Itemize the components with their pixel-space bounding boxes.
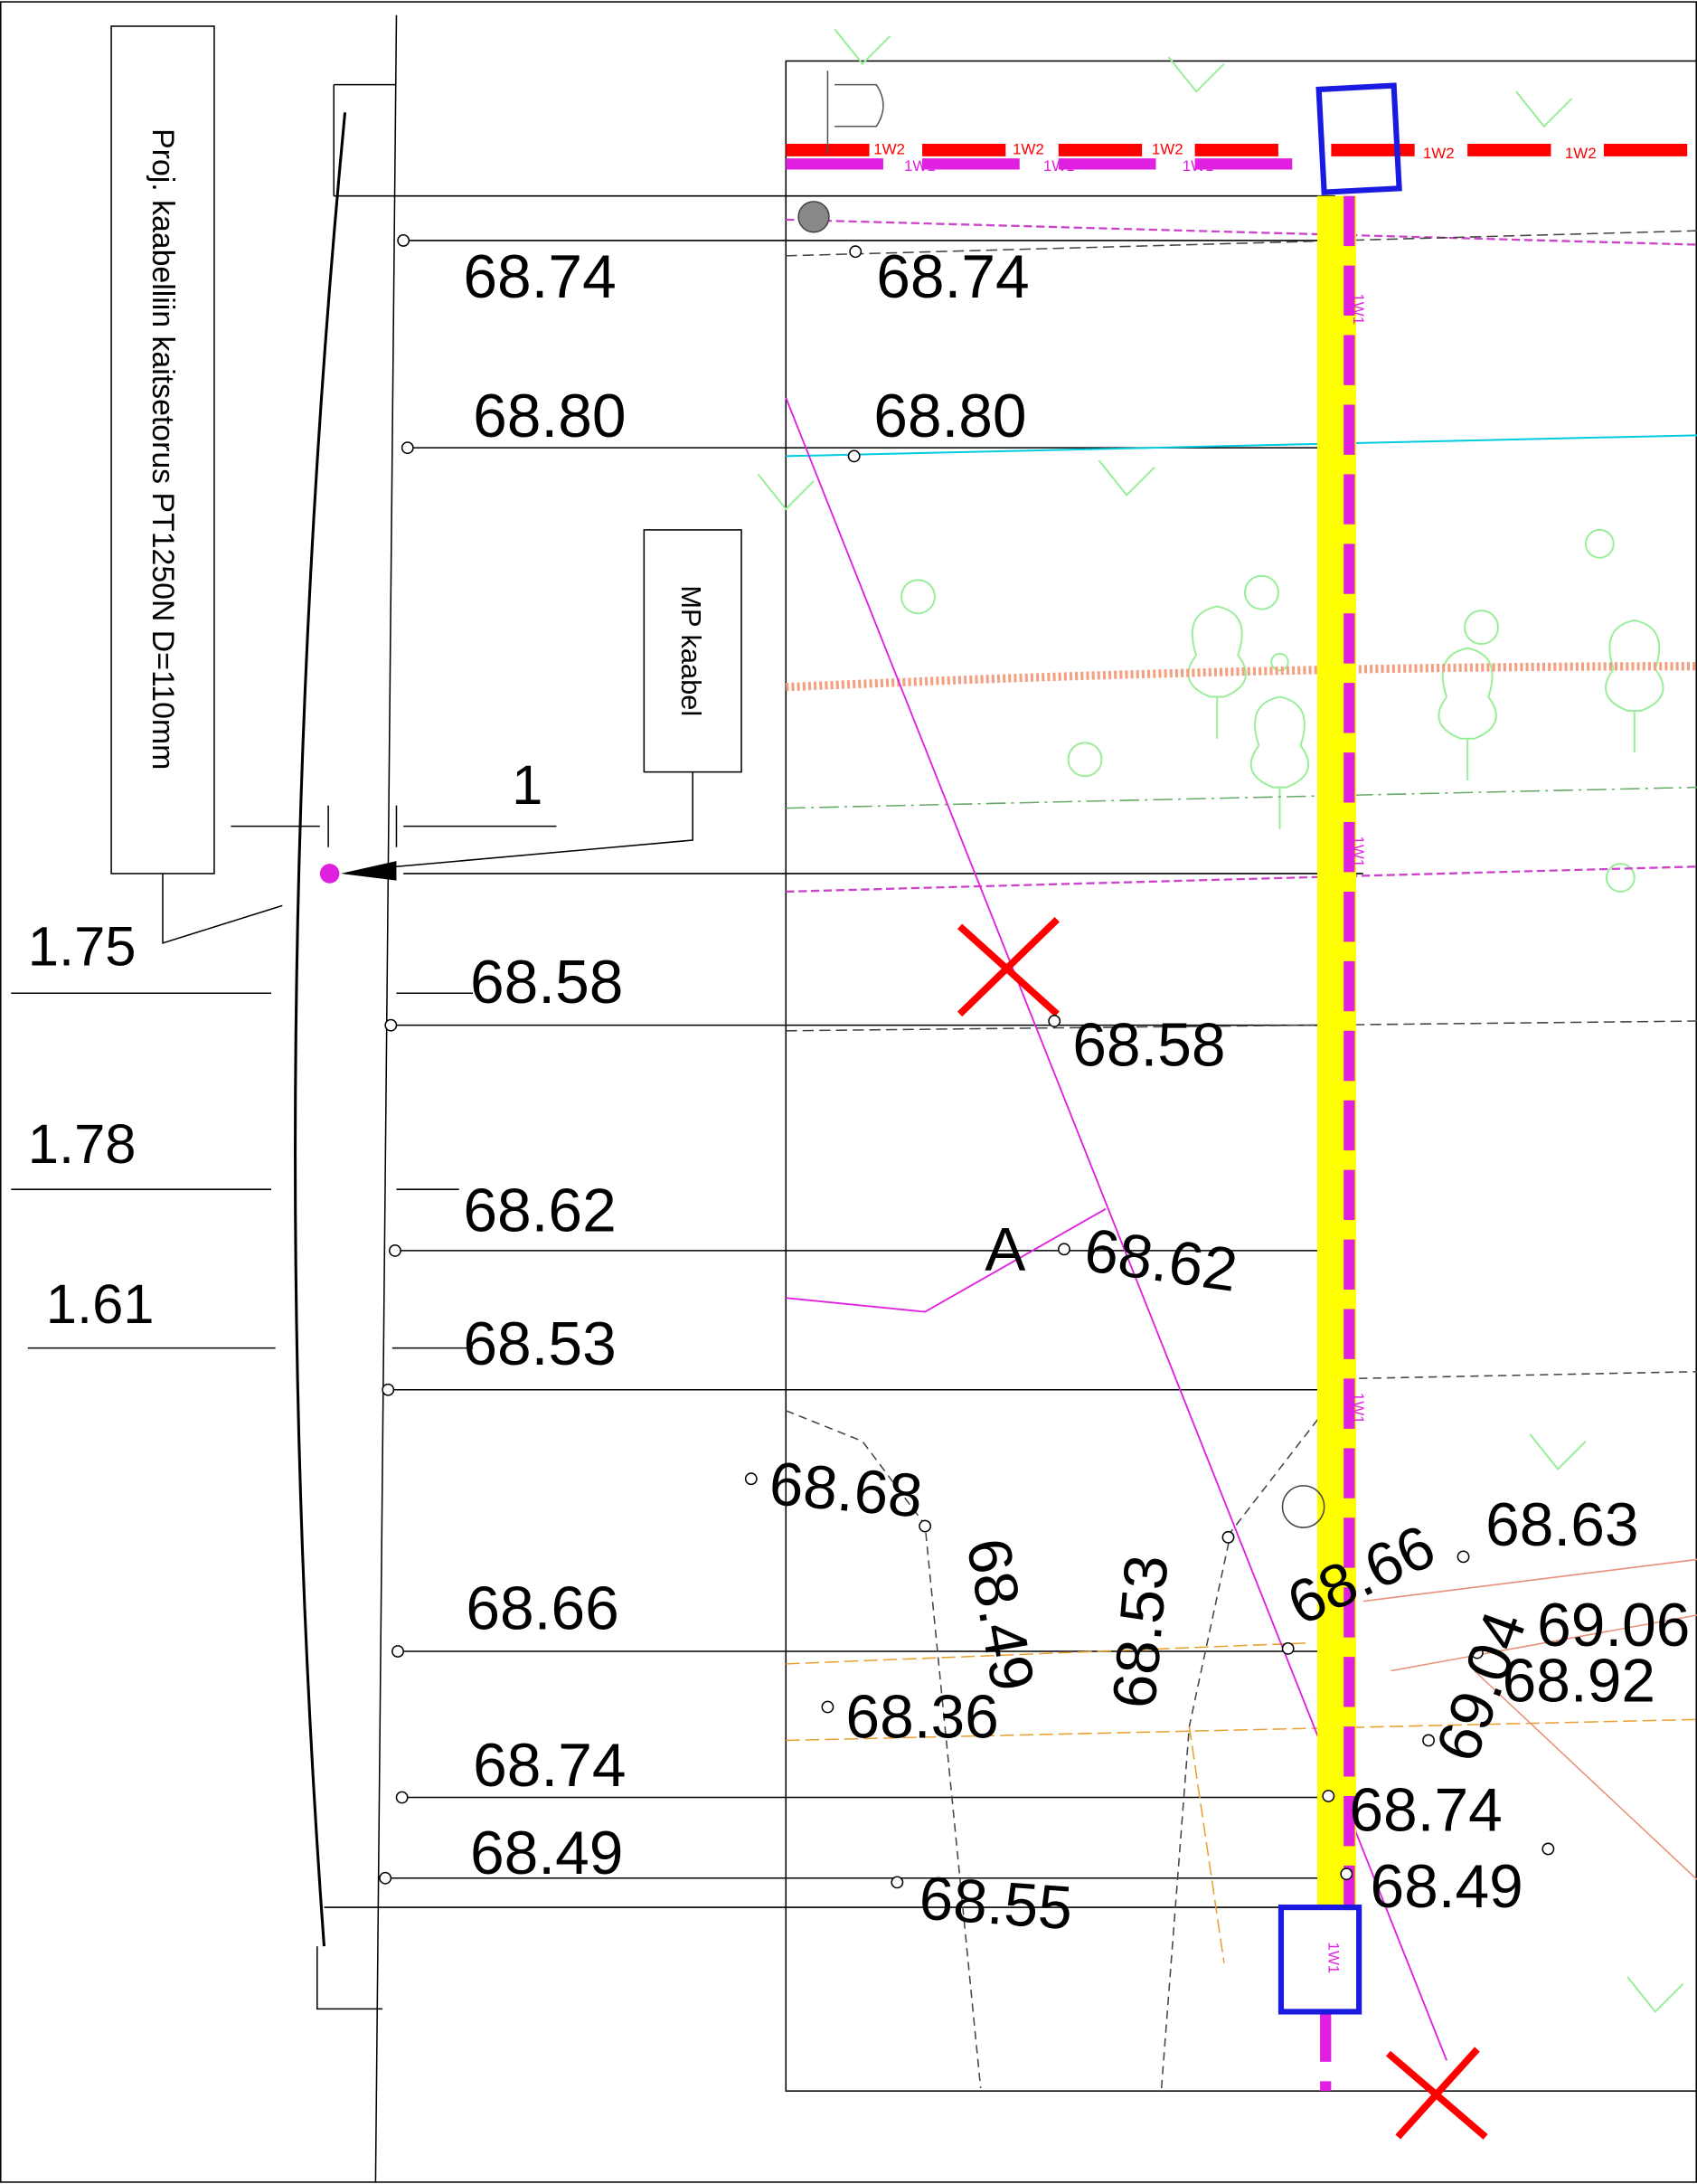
cable-label: 1W1 [1350, 293, 1367, 325]
elevation: 68.92 [1503, 1647, 1655, 1715]
fence [786, 662, 1697, 692]
elevation: 68.36 [845, 1683, 998, 1751]
elevation: 68.58 [1072, 1011, 1225, 1079]
leader [162, 873, 283, 944]
elevation: 68.80 [473, 383, 626, 450]
elevation: 69.06 [1537, 1592, 1690, 1659]
dim [231, 805, 557, 847]
mp-cable [786, 1207, 1107, 1313]
offset: 1 [512, 754, 542, 817]
cable-point [319, 864, 340, 884]
cable-label: 1W2 [1013, 141, 1044, 158]
junction-box [1315, 82, 1402, 195]
cable-label: 1W1 [1183, 157, 1214, 175]
elevation: 68.58 [470, 949, 623, 1016]
plan-frame [785, 60, 1697, 2092]
points [744, 245, 1555, 1889]
elevation: 68.49 [470, 1820, 623, 1887]
cable-label: 1W1 [1043, 157, 1075, 175]
dim-lines [391, 992, 474, 1349]
cable-label: 1W1 [904, 157, 936, 175]
red-thin [1362, 1558, 1697, 1880]
elevation: 68.49 [1370, 1853, 1523, 1921]
remove-mark [957, 916, 1488, 2140]
note-text: Proj. kaabelliin kaitsetorus PT1250N D=1… [146, 128, 180, 770]
elevation: 68.80 [873, 383, 1026, 450]
boundary [786, 786, 1697, 809]
dim-lines [11, 992, 276, 1349]
distance: 1.61 [46, 1273, 155, 1336]
dashed-lines [786, 230, 1697, 1032]
cable-label: 1W2 [1423, 145, 1455, 162]
profile: Proj. kaabelliin kaitsetorus PT1250N D=1… [11, 14, 1363, 2183]
elevation: 68.74 [473, 1732, 626, 1800]
vegetation [757, 28, 1684, 2013]
cable-label: 1W1 [1325, 1943, 1342, 1974]
cable-label: 1W2 [1565, 145, 1597, 162]
axis-line [374, 14, 398, 2183]
orange-lines [786, 1641, 1697, 1963]
elevation: 68.62 [463, 1177, 616, 1244]
well [797, 201, 830, 233]
cable-profile [294, 112, 347, 1947]
junction-box [1277, 1904, 1362, 2015]
mp-text: MP kaabel [675, 585, 707, 716]
cable-label: 1W1 [1350, 1393, 1367, 1424]
cable-1w1 [1320, 195, 1355, 2092]
cable-label: 1W1 [1350, 836, 1367, 867]
ref-lines [324, 194, 1363, 1908]
cable-label: 1W2 [873, 141, 905, 158]
arrow [340, 861, 397, 881]
elevation: 68.74 [876, 243, 1029, 311]
elevation: 68.63 [1485, 1491, 1638, 1559]
elevation: 68.74 [1349, 1776, 1502, 1844]
elevation: 68.55 [917, 1865, 1074, 1943]
elevation: 68.53 [463, 1310, 616, 1378]
cable-label: 1W2 [1152, 141, 1183, 158]
distance: 1.75 [28, 915, 137, 978]
elevation: 68.68 [767, 1450, 925, 1530]
leader [396, 771, 693, 868]
cyan-line [786, 434, 1697, 458]
point-label: A [985, 1215, 1026, 1283]
bracket [316, 83, 397, 2010]
pink-lines [786, 218, 1697, 893]
symbol [1281, 1485, 1325, 1528]
distance: 1.78 [28, 1113, 137, 1176]
plan: 1W2 1W2 1W2 1W2 1W2 1W1 1W1 1W1 1W1 1W1 … [744, 28, 1697, 2140]
elevation: 68.53 [1100, 1553, 1181, 1711]
elevation: 68.74 [463, 243, 616, 311]
elevation: 68.66 [466, 1574, 618, 1642]
symbol [826, 71, 884, 155]
